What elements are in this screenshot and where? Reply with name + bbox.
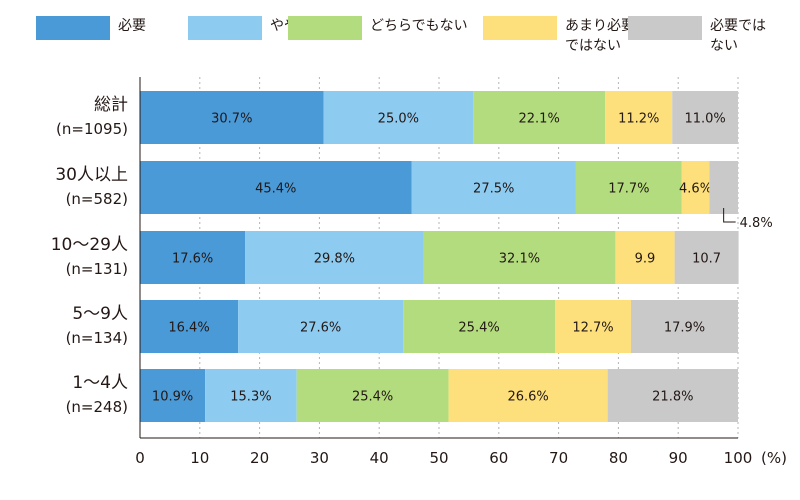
bar-value-label: 9.9 — [635, 252, 656, 267]
bar-value-label: 12.7% — [572, 321, 613, 336]
bar-segment — [205, 369, 297, 422]
bar-segment — [140, 300, 239, 353]
bar-segment — [681, 161, 710, 214]
bar-segment — [245, 231, 424, 284]
x-tick-label: 80 — [609, 449, 628, 467]
bar-segment — [140, 369, 206, 422]
bar-value-label: 11.2% — [618, 112, 659, 127]
bar-value-label: 17.6% — [172, 252, 213, 267]
bar-segment — [709, 161, 738, 214]
legend-item: 必要 — [36, 16, 146, 40]
bar-value-label: 10.9% — [152, 390, 193, 405]
x-tick-label: 70 — [549, 449, 568, 467]
bar-segment — [674, 231, 739, 284]
bar-value-label: 25.4% — [352, 390, 393, 405]
bar-value-label: 17.9% — [664, 321, 705, 336]
bar-segment — [575, 161, 682, 214]
x-tick-label: 60 — [489, 449, 508, 467]
x-tick-label: 90 — [669, 449, 688, 467]
callout-line — [723, 208, 736, 223]
legend-item: あまり必要 ではない — [483, 16, 635, 56]
bar-segment — [423, 231, 616, 284]
category-label: 30人以上 — [55, 165, 128, 185]
bar-segment — [140, 231, 246, 284]
bar-segment — [473, 91, 606, 144]
bar-segment — [607, 369, 738, 422]
category-n-label: (n=1095) — [56, 120, 128, 138]
legend-swatch — [188, 16, 262, 40]
bar-segment — [615, 231, 675, 284]
legend-label: 必要では ない — [710, 18, 766, 54]
category-n-label: (n=131) — [66, 260, 128, 278]
legend-label: どちらでもない — [370, 18, 468, 34]
bar-value-label: 22.1% — [519, 112, 560, 127]
legend-swatch — [628, 16, 702, 40]
x-tick-label: 50 — [429, 449, 448, 467]
bar-value-label: 45.4% — [255, 182, 296, 197]
bar-segment — [630, 300, 738, 353]
category-n-label: (n=134) — [66, 329, 128, 347]
bar-segment — [238, 300, 404, 353]
category-n-label: (n=248) — [66, 398, 128, 416]
bar-value-label: 25.0% — [378, 112, 419, 127]
category-label: 1〜4人 — [72, 373, 128, 393]
bar-value-label: 25.4% — [458, 321, 499, 336]
bar-segment — [403, 300, 556, 353]
bar-segment — [296, 369, 449, 422]
bar-value-label: 26.6% — [507, 390, 548, 405]
bar-segment — [323, 91, 474, 144]
bar-value-label: 32.1% — [499, 252, 540, 267]
legend-label: あまり必要 ではない — [565, 18, 635, 54]
legend-swatch — [36, 16, 110, 40]
bar-value-label: 27.6% — [300, 321, 341, 336]
bar-segment — [555, 300, 631, 353]
x-tick-label: 20 — [250, 449, 269, 467]
x-tick-label: 100 — [724, 449, 753, 467]
bar-segment — [605, 91, 673, 144]
bar-value-label: 15.3% — [230, 390, 271, 405]
x-tick-label: 40 — [370, 449, 389, 467]
bar-segment — [448, 369, 608, 422]
bar-value-label: 29.8% — [314, 252, 355, 267]
category-label: 総計 — [94, 95, 128, 115]
bar-segment — [411, 161, 576, 214]
category-n-label: (n=582) — [66, 190, 128, 208]
bar-segment — [140, 161, 412, 214]
bar-value-label: 4.6% — [679, 182, 712, 197]
callout-label: 4.8% — [740, 216, 773, 231]
bar-segment — [672, 91, 738, 144]
legend-item: 必要では ない — [628, 16, 766, 56]
bar-value-label: 17.7% — [608, 182, 649, 197]
legend-label: 必要 — [118, 18, 146, 34]
bar-value-label: 10.7 — [692, 252, 721, 267]
bar-value-label: 30.7% — [211, 112, 252, 127]
legend-item: どちらでもない — [288, 16, 468, 40]
bar-value-label: 27.5% — [473, 182, 514, 197]
legend-swatch — [483, 16, 557, 40]
category-label: 10〜29人 — [51, 235, 128, 255]
bar-segment — [140, 91, 324, 144]
bar-value-label: 11.0% — [684, 112, 725, 127]
x-tick-label: 30 — [310, 449, 329, 467]
category-label: 5〜9人 — [72, 304, 128, 324]
legend-swatch — [288, 16, 362, 40]
bar-value-label: 21.8% — [652, 390, 693, 405]
x-tick-label: 10 — [190, 449, 209, 467]
bar-value-label: 16.4% — [168, 321, 209, 336]
x-tick-label: 0 — [135, 449, 145, 467]
x-axis-unit: (%) — [761, 449, 787, 467]
